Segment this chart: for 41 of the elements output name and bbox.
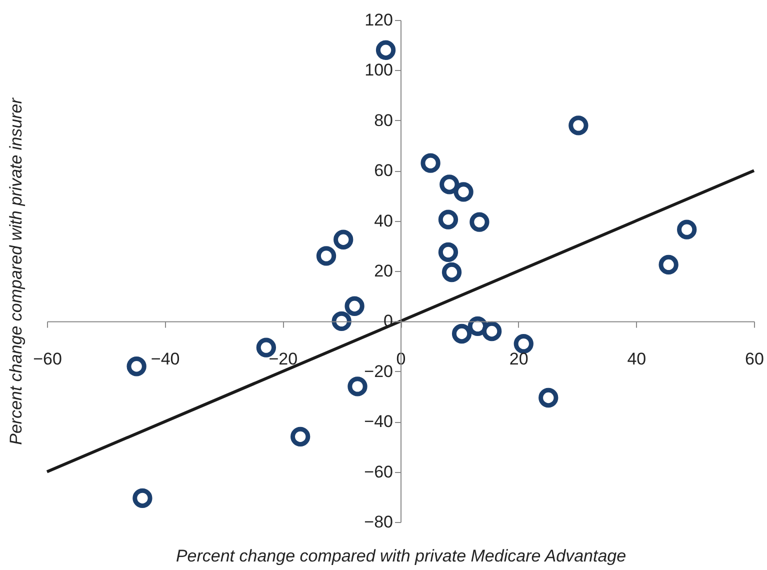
y-tick-label: 40 <box>374 211 393 230</box>
x-tick-label: −20 <box>268 350 298 369</box>
point <box>677 220 697 240</box>
point <box>482 321 502 342</box>
point <box>132 488 152 508</box>
point <box>442 262 462 282</box>
point <box>454 182 474 202</box>
point <box>332 311 352 332</box>
y-tick-label: 100 <box>364 60 393 80</box>
point <box>348 376 368 396</box>
point <box>538 388 558 408</box>
x-axis-title: Percent change compared with private Medicare Advantage <box>176 546 626 566</box>
y-tick-label: 20 <box>374 262 393 280</box>
y-tick-label: −60 <box>364 462 393 482</box>
y-axis-title: Percent change compared with private insurer <box>6 96 26 445</box>
x-tick-label: −40 <box>150 350 180 369</box>
point <box>316 246 336 266</box>
point <box>658 254 678 275</box>
x-tick-label: 20 <box>509 350 528 369</box>
x-tick-label: 40 <box>627 350 646 369</box>
y-tick-label: 120 <box>364 10 393 30</box>
point <box>290 426 310 446</box>
point <box>568 116 588 136</box>
point <box>514 334 534 354</box>
x-tick-label: −60 <box>33 350 62 369</box>
x-tick-label: 60 <box>745 350 764 369</box>
point <box>438 210 458 230</box>
point <box>420 153 440 173</box>
y-tick-label: −80 <box>364 512 393 532</box>
point <box>334 230 354 250</box>
point <box>438 242 458 262</box>
point <box>344 296 364 316</box>
point <box>126 356 146 376</box>
point <box>440 174 460 194</box>
y-tick-label: 60 <box>374 161 393 180</box>
y-tick-label: −20 <box>364 362 393 381</box>
point <box>470 212 490 232</box>
y-tick-label: 80 <box>374 110 393 130</box>
point <box>376 40 396 60</box>
point <box>452 324 472 344</box>
y-tick-label: −40 <box>364 412 393 432</box>
